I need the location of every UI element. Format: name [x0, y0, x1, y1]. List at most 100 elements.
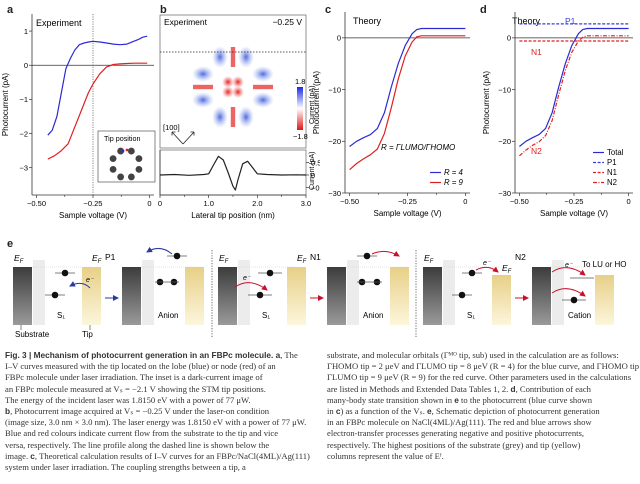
series-r-4: [349, 27, 466, 147]
y-tick-label: 0: [337, 34, 341, 43]
y-tick-label: 0.5: [311, 158, 320, 167]
caption-line: The energy of the incident laser was 1.8…: [5, 394, 251, 405]
y-tick-label: 0: [24, 61, 28, 70]
caption-line: in an FBPc molecule on NaCl(4ML)/Ag(111)…: [327, 417, 592, 428]
blue-lobe: [238, 46, 254, 68]
red-center-lobe: [232, 76, 244, 88]
electron-label: e⁻: [565, 262, 574, 269]
y-tick-label: −20: [328, 137, 341, 146]
tip-column: [185, 267, 204, 325]
profile-frame: [159, 149, 307, 196]
substrate-column: [532, 267, 551, 325]
tip-position-node: [125, 148, 129, 152]
section-title: P1: [105, 252, 116, 262]
chart-a-tag: Experiment: [36, 18, 82, 28]
caption-line: FBPc molecule under laser irradiation. T…: [5, 372, 263, 383]
panel-label-d: d: [480, 4, 487, 16]
chart-d: Theory P1 N1 N2 −0.50 −0.25 0 −30 −20 −10 0 Sam…: [482, 12, 633, 218]
x-tick-label: 3.0: [301, 199, 311, 208]
blue-arrow: [146, 246, 173, 255]
fermi-level-label: EF: [297, 253, 307, 265]
colorbar-max: 1.8: [295, 77, 305, 86]
legend-label: P1: [607, 158, 617, 167]
y-axis-label: Photocurrent (pA): [1, 73, 10, 136]
red-center-lobe: [232, 86, 244, 98]
caption-line: in c) as a function of the Vₛ. e, Schema…: [327, 406, 600, 417]
colorbar-label: Current (pA): [309, 85, 316, 124]
y-axis-label: Photocurrent (pA): [482, 71, 491, 134]
y-tick-label: 0: [507, 34, 511, 43]
tip-label: Tip: [82, 330, 93, 339]
caption-bold: e: [427, 406, 432, 417]
electron: [256, 291, 264, 299]
insulator-layer: [347, 260, 359, 325]
x-axis-label: Lateral tip position (nm): [191, 211, 275, 220]
blue-arrow: [69, 281, 91, 289]
x-tick-label: 0: [147, 199, 151, 208]
molecule-lobe: [109, 155, 117, 163]
blue-lobe: [252, 92, 274, 108]
colorbar: [297, 87, 303, 130]
legend-label: N2: [607, 178, 617, 187]
caption-line: substrate, and molecular orbitals (Γᴹᴼ t…: [327, 350, 619, 360]
caption-line: image. c, Theoretical calculation result…: [5, 450, 310, 461]
chart-c: Theory R = ΓLUMO/ΓHOMO −0.50 −0.25 0−30−20…: [312, 12, 470, 218]
fermi-level-label: EF: [219, 253, 229, 265]
annot-p1: P1: [565, 16, 576, 26]
x-tick-label: −0.25: [84, 199, 103, 208]
caption-line: are listed in Methods and Extended Data …: [327, 383, 591, 394]
caption-bold: c: [335, 406, 341, 417]
substrate-column: [327, 267, 346, 325]
x-axis-label: Sample voltage (V): [59, 211, 127, 220]
caption-right: substrate, and molecular orbitals (Γᴹᴼ t…: [327, 350, 640, 462]
photocurrent-pattern: [192, 46, 274, 128]
fermi-level-label: EF: [14, 253, 24, 265]
blue-lobe: [252, 66, 274, 82]
direction-label: [100]: [163, 123, 180, 132]
chart-c-formula: R = ΓLUMO/ΓHOMO: [381, 143, 455, 152]
electron: [458, 291, 466, 299]
inset-title: Tip position: [104, 134, 141, 143]
chart-a: Experiment Tip position −0.50 −0.25 0 −3 −2 −…: [1, 14, 156, 220]
electron: [266, 269, 274, 277]
red-arrow: [551, 267, 586, 276]
chart-b: Experiment −0.25 V [100] 1.8 −1.8 Curren…: [158, 14, 320, 220]
tip-position-inset: Tip position: [97, 130, 156, 183]
panel-label-b: b: [160, 4, 167, 16]
state-label: S₁: [467, 311, 475, 320]
red-node: [253, 84, 273, 90]
y-tick-label: 1: [24, 27, 28, 36]
panel-label-c: c: [325, 4, 332, 16]
electron-label: e⁻: [86, 277, 95, 284]
annot-n2: N2: [531, 146, 542, 156]
state-label: Anion: [363, 311, 383, 320]
insulator-layer: [33, 260, 45, 325]
caption-line: (image size, 3.0 nm × 3.0 nm). The laser…: [5, 417, 307, 428]
caption-line: columns represent the value of Eᶠ.: [327, 450, 444, 461]
electron-label: e⁻: [243, 275, 252, 282]
electron: [363, 252, 371, 260]
caption-line: Blue and red colours indicate current fl…: [5, 428, 279, 439]
y-tick-label: −10: [498, 85, 511, 94]
state-label: S₁: [57, 311, 65, 320]
red-arrow: [551, 288, 586, 297]
substrate-column: [218, 267, 237, 325]
caption-line: versa, respectively. The line profile al…: [5, 439, 270, 450]
caption-bold: e: [454, 394, 459, 405]
panel-label-e: e: [7, 238, 14, 250]
blue-lobe: [212, 106, 228, 128]
chart-b-voltage: −0.25 V: [272, 17, 302, 27]
caption-bold: Fig. 3 | Mechanism of photocurrent gener…: [5, 350, 281, 360]
fermi-level-label: EF: [424, 253, 434, 265]
legend-label: R = 4: [444, 168, 464, 177]
state-label: Anion: [158, 311, 178, 320]
molecule-lobe: [117, 147, 125, 155]
caption-bold: b: [5, 406, 11, 417]
direction-arrows: [171, 131, 195, 145]
legend-label: Total: [607, 148, 624, 157]
tip-column: [390, 267, 409, 325]
electron-label: e⁻: [483, 260, 492, 267]
red-node: [230, 47, 236, 67]
caption-line: electron-transfer processes generating n…: [327, 428, 584, 439]
tip-position-lobe: [121, 149, 125, 153]
